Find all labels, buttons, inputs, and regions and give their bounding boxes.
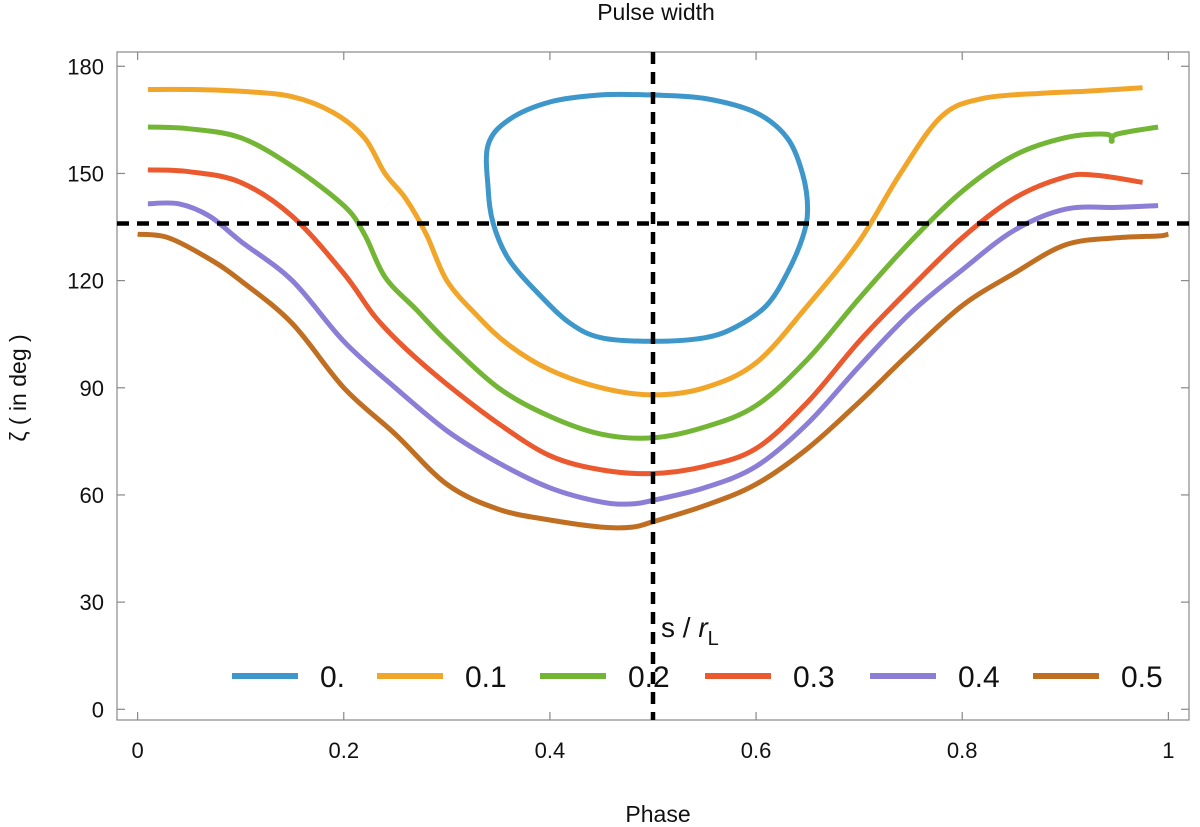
legend-label-4: 0.4: [958, 661, 1000, 694]
x-axis: 0 0.2 0.4 0.6 0.8 1: [131, 52, 1175, 763]
series-line-1: [147, 85, 1143, 398]
legend-label-2: 0.2: [628, 661, 670, 694]
annotation-italic: r: [698, 612, 709, 643]
y-tick-label: 120: [67, 269, 104, 294]
x-tick-label: 0.2: [328, 738, 359, 763]
x-axis-title: Phase: [625, 801, 690, 827]
y-tick-label: 0: [92, 697, 104, 722]
y-axis: 0 30 60 90 120 150 180: [67, 54, 1189, 722]
y-tick-label: 90: [80, 376, 104, 401]
series-line-4: [147, 200, 1159, 507]
annotation-s-over-rL: s / rL: [661, 612, 719, 650]
x-tick-label: 0.6: [741, 738, 772, 763]
x-tick-label: 1: [1162, 738, 1174, 763]
x-tick-label: 0: [131, 738, 143, 763]
y-tick-label: 180: [67, 54, 104, 79]
x-tick-label: 0.4: [535, 738, 566, 763]
series-line-0: [483, 91, 811, 344]
legend-label-1: 0.1: [465, 661, 507, 694]
y-tick-label: 150: [67, 161, 104, 186]
x-tick-label: 0.8: [947, 738, 978, 763]
y-axis-title: ζ ( in deg ): [5, 334, 31, 441]
y-tick-label: 60: [80, 483, 104, 508]
legend: 0. 0.1 0.2 0.3 0.4 0.5: [232, 661, 1163, 694]
legend-label-0: 0.: [320, 661, 345, 694]
series-line-3: [147, 167, 1143, 477]
annotation-text: s /: [661, 612, 698, 643]
series-line-5: [137, 231, 1169, 531]
legend-label-5: 0.5: [1121, 661, 1163, 694]
y-tick-label: 30: [80, 590, 104, 615]
reference-lines: [117, 52, 1189, 720]
chart-title: Pulse width: [597, 0, 715, 25]
annotation-subscript: L: [708, 628, 719, 650]
legend-label-3: 0.3: [793, 661, 835, 694]
